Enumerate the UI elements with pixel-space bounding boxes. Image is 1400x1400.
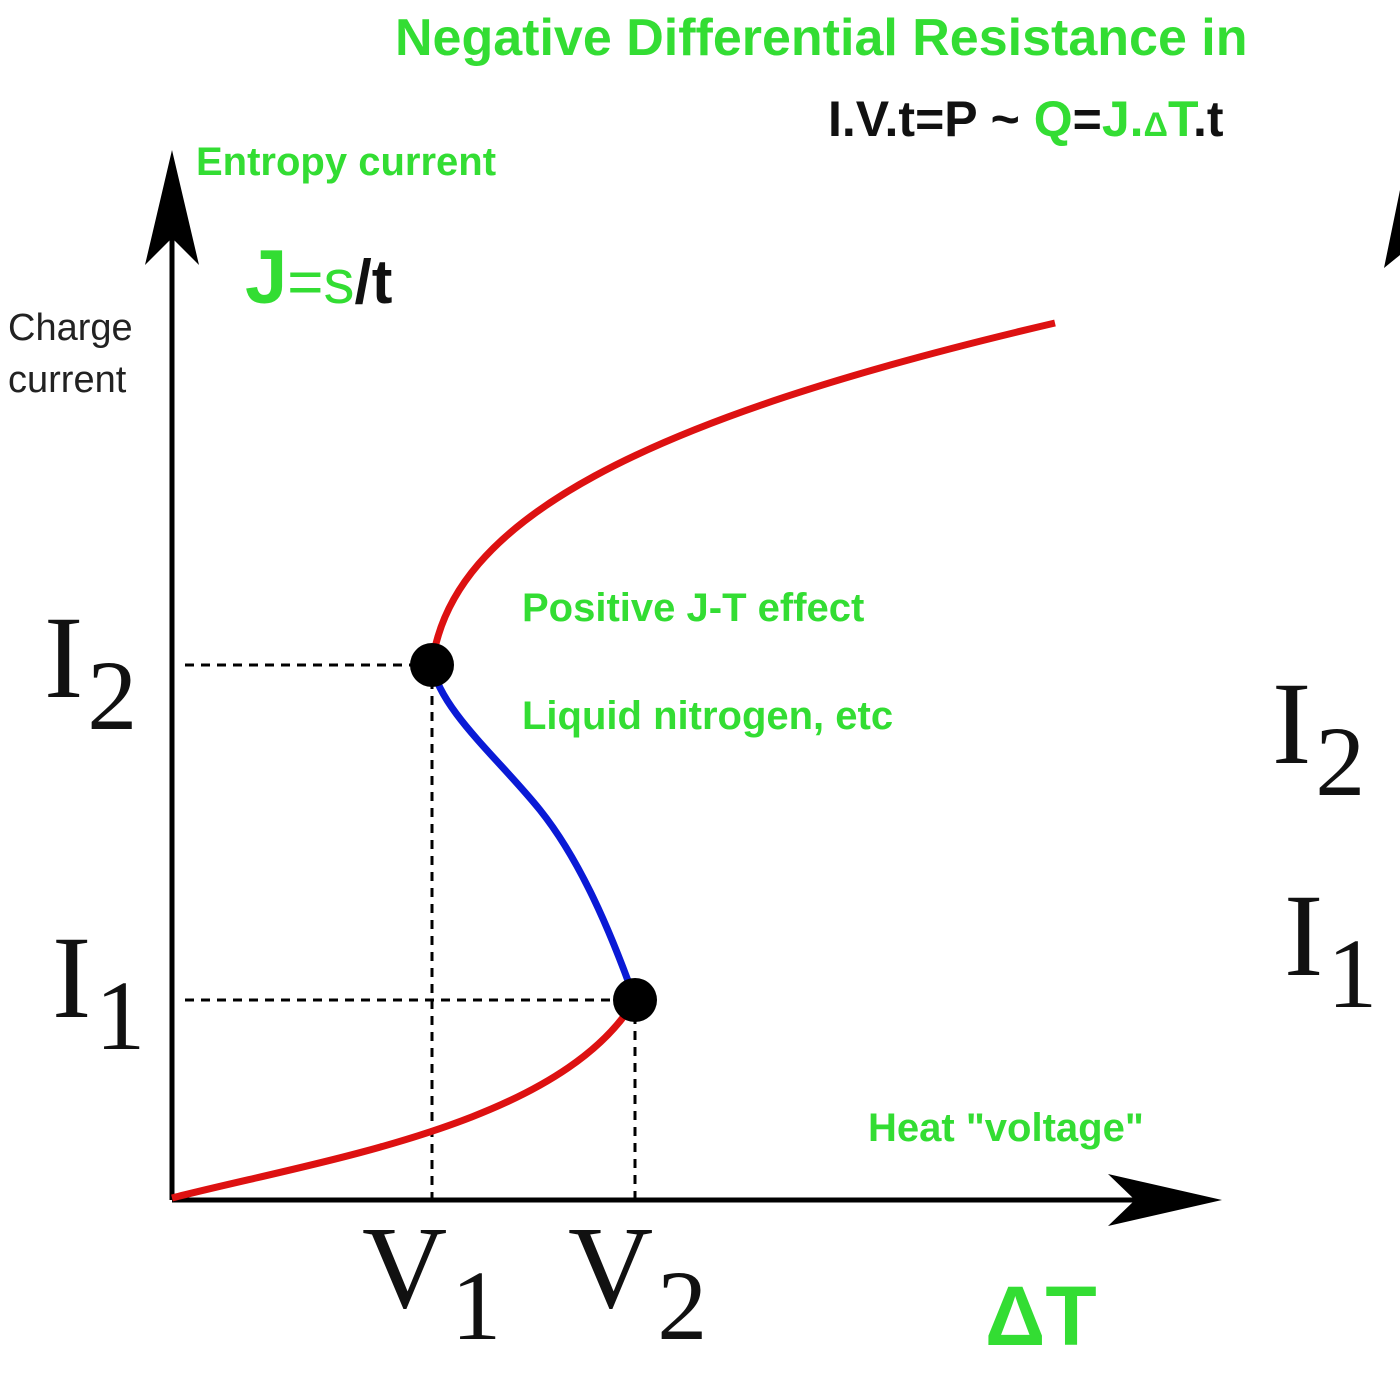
formula: I.V.t=P ~ Q=J.ΔT.t	[828, 90, 1224, 148]
tick-v2-base: V	[568, 1202, 654, 1333]
formula-delta: Δ	[1143, 106, 1168, 144]
y-axis-label: Charge current	[8, 307, 133, 401]
equation-j: J	[245, 235, 288, 320]
tick-i2-right: I2	[1272, 656, 1365, 819]
entropy-equation: J=s/t	[245, 234, 392, 321]
tick-v1-sub: 1	[451, 1250, 502, 1361]
formula-q: Q	[1033, 91, 1073, 147]
tick-i2-right-base: I	[1272, 658, 1312, 789]
equation-s: s	[323, 248, 355, 317]
x-axis-symbol: ΔT	[985, 1269, 1097, 1363]
tick-v1: V1	[362, 1200, 501, 1363]
lower-stable-branch	[171, 998, 638, 1202]
tick-i1: I1	[52, 910, 145, 1073]
equation-eq: =	[287, 248, 324, 317]
tick-i2-sub: 2	[87, 640, 138, 751]
formula-eq: =	[1072, 91, 1102, 147]
tick-i1-right-sub: 1	[1327, 918, 1378, 1029]
second-axis-arrow-fragment	[1384, 190, 1400, 268]
tick-i2: I2	[44, 590, 137, 753]
formula-suffix: .t	[1192, 91, 1224, 147]
liquid-nitrogen-annotation: Liquid nitrogen, etc	[522, 694, 894, 738]
formula-j: J.	[1101, 91, 1144, 147]
y-axis-arrow	[145, 150, 199, 265]
equation-rest: /t	[354, 248, 393, 317]
tick-i2-right-sub: 2	[1315, 706, 1366, 817]
tick-i1-sub: 1	[95, 960, 146, 1071]
ndr-branch	[428, 664, 639, 1002]
tick-i2-base: I	[44, 592, 84, 723]
point-i2-v1	[410, 643, 454, 687]
x-axis-label: Heat "voltage"	[868, 1106, 1144, 1150]
tick-v2: V2	[568, 1200, 707, 1363]
tick-v1-base: V	[362, 1202, 448, 1333]
tick-i1-base: I	[52, 912, 92, 1043]
tick-v2-sub: 2	[657, 1250, 708, 1361]
formula-prefix: I.V.t=P ~	[828, 91, 1034, 147]
positive-jt-annotation: Positive J-T effect	[522, 586, 865, 630]
upper-stable-branch	[428, 319, 1056, 666]
chart-title: Negative Differential Resistance in	[395, 9, 1248, 67]
entropy-current-label: Entropy current	[196, 140, 497, 184]
x-axis-arrow	[1108, 1174, 1222, 1226]
tick-i1-right-base: I	[1284, 870, 1324, 1001]
tick-i1-right: I1	[1284, 868, 1377, 1031]
formula-t: T	[1167, 91, 1193, 147]
point-i1-v2	[613, 978, 657, 1022]
